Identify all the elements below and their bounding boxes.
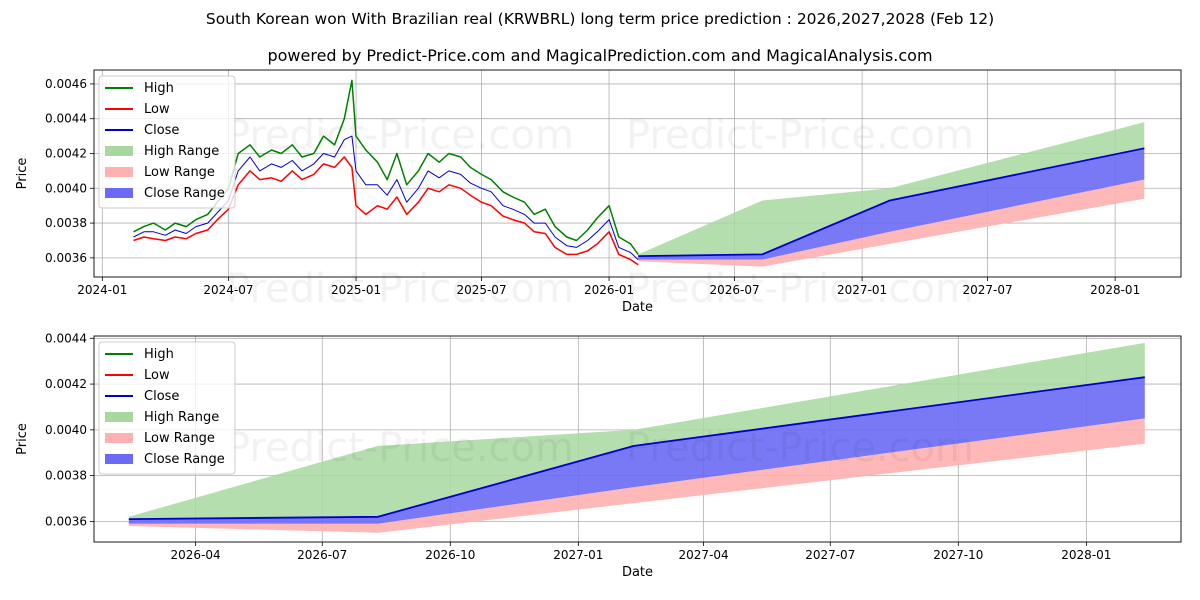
y-tick-label: 0.0042 — [45, 146, 87, 160]
legend-label-high-range: High Range — [144, 410, 219, 425]
low-series-line — [133, 156, 639, 266]
legend-label-low-range: Low Range — [144, 431, 215, 446]
x-tick-label: 2026-01 — [584, 283, 634, 297]
chart-top: 2024-01 2024-07 2025-01 2025-07 2026-01 2026-… — [15, 69, 1182, 315]
legend-label-high: High — [144, 81, 174, 96]
x-tick-label: 2024-07 — [203, 283, 253, 297]
legend-swatch-close-range — [105, 188, 133, 198]
x-tick-label: 2025-07 — [456, 283, 506, 297]
watermark-text: Predict-Price.com — [626, 425, 974, 471]
chart-title: South Korean won With Brazilian real (KR… — [205, 10, 995, 28]
x-tick-label: 2026-07 — [709, 283, 759, 297]
x-tick-label: 2025-01 — [331, 283, 381, 297]
x-axis-label: Date — [622, 565, 653, 580]
x-tick-label: 2027-07 — [963, 283, 1013, 297]
x-tick-label: 2026-10 — [425, 548, 475, 562]
y-tick-label: 0.0036 — [45, 251, 87, 265]
x-tick-label: 2028-01 — [1090, 283, 1140, 297]
y-tick-label: 0.0040 — [45, 181, 87, 195]
x-tick-label: 2027-07 — [805, 548, 855, 562]
close-range-band — [638, 148, 1145, 260]
plot-area — [128, 342, 1145, 533]
y-axis-label: Price — [15, 423, 30, 455]
x-tick-label: 2027-04 — [679, 548, 729, 562]
high-range-band — [638, 122, 1145, 257]
watermark-text: Predict-Price.com — [626, 113, 974, 159]
x-tick-label: 2027-01 — [837, 283, 887, 297]
axes-frame — [93, 335, 1182, 543]
x-axis-label: Date — [622, 300, 653, 315]
legend-swatch-low-range — [105, 167, 133, 177]
x-tick-label: 2028-01 — [1061, 548, 1111, 562]
x-tick-label: 2026-04 — [171, 548, 221, 562]
close-forecast-line — [128, 376, 1145, 520]
y-tick-label: 0.0046 — [45, 77, 87, 91]
chart-bottom: 2026-04 2026-07 2026-10 2027-01 2027-04 2027-… — [15, 331, 1182, 580]
legend-swatch-high-range — [105, 412, 133, 422]
legend-label-high-range: High Range — [144, 144, 219, 159]
axes-frame — [93, 69, 1182, 278]
watermark-text: Predict-Price.com — [226, 425, 574, 471]
close-series-line — [133, 135, 639, 260]
legend-swatch-close-range — [105, 454, 133, 464]
legend-swatch-high-range — [105, 146, 133, 156]
close-range-band — [128, 377, 1145, 524]
x-tick-label: 2024-01 — [77, 283, 127, 297]
x-tick-label: 2027-01 — [553, 548, 603, 562]
legend-label-close-range: Close Range — [144, 452, 225, 467]
legend-label-close-range: Close Range — [144, 186, 225, 201]
close-forecast-line — [638, 147, 1145, 257]
legend-label-close: Close — [144, 389, 179, 404]
legend-swatch-low-range — [105, 433, 133, 443]
y-tick-label: 0.0044 — [45, 331, 87, 345]
y-axis-label: Price — [15, 158, 30, 190]
y-tick-label: 0.0042 — [45, 377, 87, 391]
high-range-band — [128, 342, 1145, 520]
legend-label-low-range: Low Range — [144, 165, 215, 180]
x-tick-label: 2027-10 — [933, 548, 983, 562]
y-tick-label: 0.0038 — [45, 469, 87, 483]
legend-label-low: Low — [144, 102, 170, 117]
y-tick-label: 0.0044 — [45, 112, 87, 126]
chart-subtitle: powered by Predict-Price.com and Magical… — [267, 46, 933, 65]
legend: High Low Close High Range Low Range Close Ran… — [98, 341, 236, 475]
legend-label-low: Low — [144, 368, 170, 383]
legend-label-high: High — [144, 347, 174, 362]
plot-area — [133, 79, 1145, 267]
watermark-text: Predict-Price.com — [626, 266, 974, 312]
legend: High Low Close High Range Low Range Close Ran… — [98, 75, 236, 209]
y-tick-label: 0.0038 — [45, 216, 87, 230]
y-tick-label: 0.0036 — [45, 514, 87, 528]
watermark-text: Predict-Price.com — [226, 266, 574, 312]
x-tick-label: 2026-07 — [297, 548, 347, 562]
y-tick-label: 0.0040 — [45, 423, 87, 437]
legend-label-close: Close — [144, 123, 179, 138]
watermark-text: Predict-Price.com — [226, 113, 574, 159]
